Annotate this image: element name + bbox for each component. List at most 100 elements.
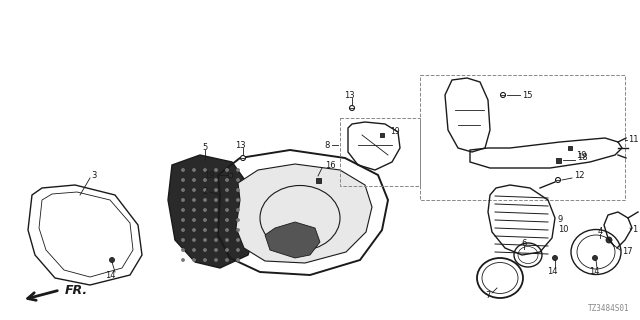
Circle shape	[237, 239, 239, 241]
Circle shape	[226, 199, 228, 201]
Circle shape	[552, 255, 557, 260]
Circle shape	[215, 229, 217, 231]
Circle shape	[182, 249, 184, 251]
Bar	[228, 173, 232, 177]
Circle shape	[182, 169, 184, 171]
Circle shape	[215, 219, 217, 221]
Circle shape	[215, 169, 217, 171]
Circle shape	[237, 209, 239, 211]
Circle shape	[215, 189, 217, 191]
Circle shape	[193, 189, 195, 191]
Circle shape	[109, 258, 115, 262]
Circle shape	[226, 259, 228, 261]
Circle shape	[226, 189, 228, 191]
Circle shape	[215, 209, 217, 211]
Text: 10: 10	[558, 226, 568, 235]
Text: 2: 2	[203, 188, 208, 196]
Circle shape	[182, 229, 184, 231]
Circle shape	[237, 219, 239, 221]
Circle shape	[193, 239, 195, 241]
Text: 8: 8	[324, 140, 330, 149]
Circle shape	[204, 209, 206, 211]
Text: 14: 14	[105, 270, 115, 279]
Circle shape	[215, 249, 217, 251]
Circle shape	[204, 169, 206, 171]
Circle shape	[182, 189, 184, 191]
Circle shape	[204, 219, 206, 221]
Circle shape	[182, 239, 184, 241]
Text: FR.: FR.	[65, 284, 88, 297]
Text: 14: 14	[547, 268, 557, 276]
Circle shape	[193, 209, 195, 211]
Text: 15: 15	[522, 91, 532, 100]
Circle shape	[204, 249, 206, 251]
Text: 13: 13	[235, 140, 245, 149]
Text: 18: 18	[577, 154, 588, 163]
Circle shape	[182, 219, 184, 221]
Text: 19: 19	[576, 150, 586, 159]
Circle shape	[204, 189, 206, 191]
Circle shape	[226, 209, 228, 211]
Circle shape	[237, 229, 239, 231]
Bar	[556, 157, 561, 163]
Circle shape	[226, 179, 228, 181]
Circle shape	[593, 255, 598, 260]
Circle shape	[193, 179, 195, 181]
Circle shape	[204, 229, 206, 231]
Text: 16: 16	[325, 162, 335, 171]
Bar	[420, 75, 625, 200]
Circle shape	[241, 156, 246, 161]
Text: TZ3484S01: TZ3484S01	[588, 304, 630, 313]
Text: 3: 3	[91, 172, 97, 180]
Circle shape	[193, 199, 195, 201]
Circle shape	[237, 249, 239, 251]
Circle shape	[556, 178, 561, 182]
Circle shape	[204, 199, 206, 201]
Text: 13: 13	[344, 91, 355, 100]
Circle shape	[226, 249, 228, 251]
Circle shape	[237, 199, 239, 201]
Circle shape	[193, 169, 195, 171]
Polygon shape	[265, 222, 320, 258]
Polygon shape	[168, 155, 258, 268]
Circle shape	[182, 259, 184, 261]
Text: 14: 14	[589, 268, 599, 276]
Circle shape	[226, 219, 228, 221]
Circle shape	[193, 249, 195, 251]
Circle shape	[226, 229, 228, 231]
Circle shape	[237, 179, 239, 181]
Text: 11: 11	[628, 135, 639, 145]
Circle shape	[193, 259, 195, 261]
Circle shape	[237, 169, 239, 171]
Circle shape	[204, 179, 206, 181]
Text: 9: 9	[558, 215, 563, 225]
Text: 19: 19	[205, 171, 215, 180]
Circle shape	[215, 199, 217, 201]
Text: 19: 19	[390, 127, 399, 137]
Text: 1: 1	[632, 226, 637, 235]
Circle shape	[182, 199, 184, 201]
Text: 7: 7	[485, 291, 491, 300]
Circle shape	[500, 92, 506, 98]
Circle shape	[193, 219, 195, 221]
Circle shape	[204, 239, 206, 241]
Circle shape	[204, 259, 206, 261]
Circle shape	[606, 237, 612, 243]
Circle shape	[237, 259, 239, 261]
Circle shape	[226, 169, 228, 171]
Text: 6: 6	[522, 239, 527, 249]
Circle shape	[215, 239, 217, 241]
Circle shape	[237, 189, 239, 191]
Circle shape	[182, 209, 184, 211]
Bar	[568, 146, 572, 150]
Text: 4: 4	[597, 228, 603, 236]
Circle shape	[215, 179, 217, 181]
Circle shape	[182, 179, 184, 181]
Text: 5: 5	[202, 143, 207, 153]
Circle shape	[215, 259, 217, 261]
Bar	[380, 133, 384, 137]
Circle shape	[226, 239, 228, 241]
Bar	[316, 178, 321, 182]
Text: 12: 12	[574, 172, 584, 180]
Circle shape	[349, 106, 355, 110]
